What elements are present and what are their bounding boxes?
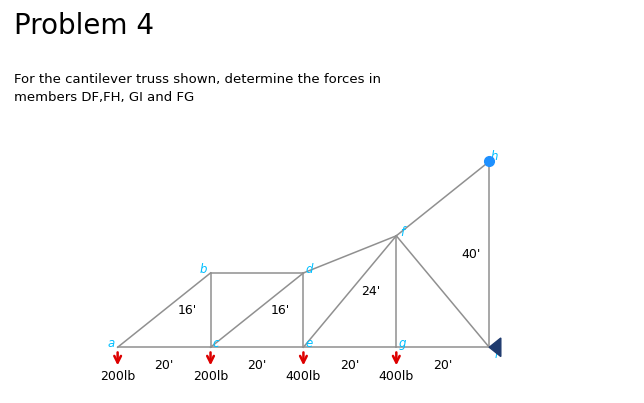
Text: 20': 20' xyxy=(155,359,174,372)
Text: a: a xyxy=(107,337,114,350)
Text: 200lb: 200lb xyxy=(193,370,228,384)
Text: 16': 16' xyxy=(177,303,196,317)
Text: 400lb: 400lb xyxy=(286,370,321,384)
Text: d: d xyxy=(305,263,313,276)
Text: e: e xyxy=(305,337,312,350)
Text: i: i xyxy=(495,348,498,361)
Text: Problem 4: Problem 4 xyxy=(14,12,154,40)
Text: 24': 24' xyxy=(361,285,380,298)
Text: f: f xyxy=(400,226,404,239)
Text: g: g xyxy=(398,337,406,350)
Text: 20': 20' xyxy=(433,359,453,372)
Text: b: b xyxy=(200,263,207,276)
Text: 400lb: 400lb xyxy=(379,370,414,384)
Text: 20': 20' xyxy=(340,359,359,372)
Text: 20': 20' xyxy=(247,359,267,372)
Text: 200lb: 200lb xyxy=(100,370,135,384)
Text: 16': 16' xyxy=(270,303,290,317)
Text: 40': 40' xyxy=(461,248,480,261)
Polygon shape xyxy=(489,338,501,357)
Text: For the cantilever truss shown, determine the forces in
members DF,FH, GI and FG: For the cantilever truss shown, determin… xyxy=(14,73,381,104)
Text: c: c xyxy=(213,337,220,350)
Text: h: h xyxy=(491,150,498,163)
